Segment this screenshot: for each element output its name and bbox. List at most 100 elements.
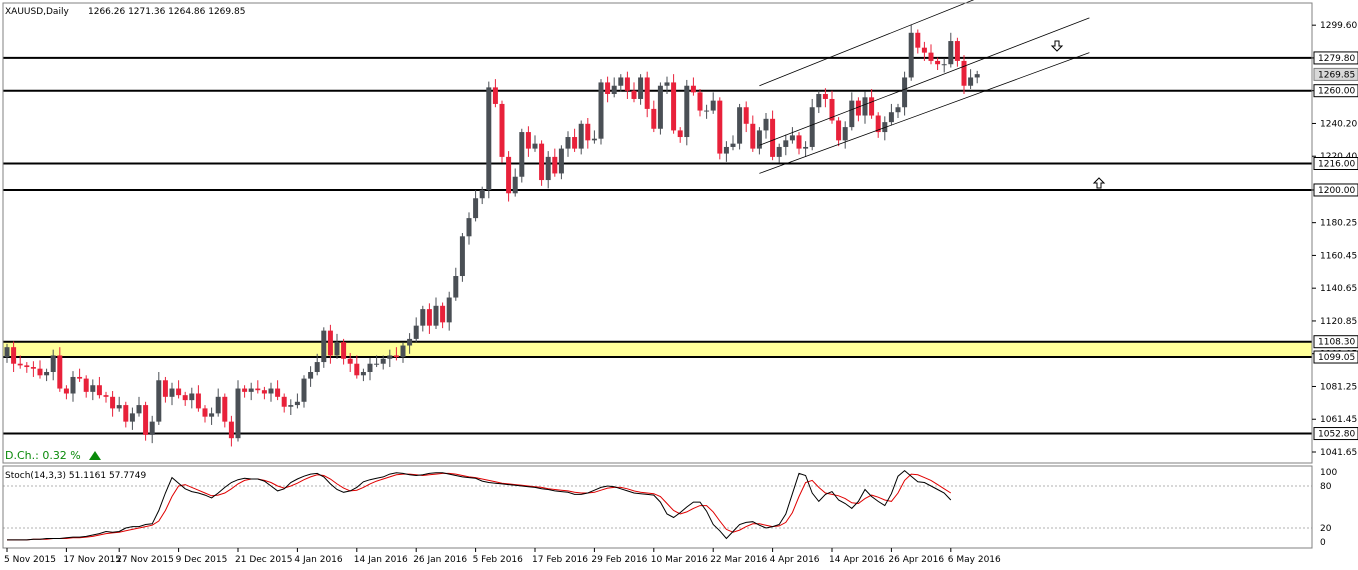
candle-body bbox=[209, 413, 215, 417]
candle-body bbox=[202, 408, 208, 417]
candle-body bbox=[928, 52, 934, 61]
channel-upper-line bbox=[759, 0, 975, 87]
candle-body bbox=[486, 87, 492, 190]
candle-body bbox=[37, 368, 43, 376]
price-tick-label: 1081.25 bbox=[1320, 382, 1357, 392]
candle-body bbox=[268, 388, 274, 394]
candle-body bbox=[407, 338, 413, 346]
level-price-label: 1279.80 bbox=[1318, 54, 1355, 64]
candle-body bbox=[116, 405, 122, 409]
x-tick-label: 17 Nov 2015 bbox=[63, 555, 121, 565]
stochastic-pane bbox=[3, 469, 1312, 541]
candle-body bbox=[374, 363, 380, 365]
up-arrow-icon bbox=[1092, 177, 1106, 189]
candle-body bbox=[908, 32, 914, 78]
candle-body bbox=[862, 97, 868, 116]
candle-body bbox=[783, 140, 789, 147]
candle-body bbox=[836, 120, 842, 141]
down-arrow-icon bbox=[1050, 40, 1064, 52]
level-price-label: 1260.00 bbox=[1318, 87, 1355, 97]
candle-body bbox=[4, 347, 10, 358]
candle-body bbox=[954, 41, 960, 61]
x-tick-label: 5 Nov 2015 bbox=[4, 555, 56, 565]
candle-body bbox=[558, 148, 564, 174]
price-tick-label: 1120.85 bbox=[1320, 317, 1357, 327]
candle-body bbox=[380, 358, 386, 364]
candle-body bbox=[525, 132, 531, 149]
price-tick-label: 1041.65 bbox=[1320, 448, 1357, 458]
candle-body bbox=[393, 355, 399, 358]
x-tick-label: 27 Nov 2015 bbox=[116, 555, 174, 565]
candle-body bbox=[44, 371, 50, 376]
x-tick-label: 26 Jan 2016 bbox=[413, 555, 467, 565]
candle-body bbox=[63, 388, 69, 394]
candle-body bbox=[816, 94, 822, 108]
candle-body bbox=[308, 371, 314, 379]
candle-body bbox=[598, 82, 604, 139]
candle-body bbox=[123, 405, 129, 422]
x-tick-label: 22 Mar 2016 bbox=[710, 555, 767, 565]
candle-body bbox=[717, 100, 723, 154]
x-tick-label: 17 Feb 2016 bbox=[532, 555, 588, 565]
candle-body bbox=[671, 82, 677, 131]
level-price-label: 1099.05 bbox=[1318, 353, 1355, 363]
candle-body bbox=[875, 115, 881, 133]
candle-body bbox=[796, 135, 802, 149]
candle-body bbox=[704, 110, 710, 112]
candle-body bbox=[255, 388, 261, 391]
chart-ohlc-values: 1266.26 1271.36 1264.86 1269.85 bbox=[88, 7, 245, 17]
candle-body bbox=[565, 137, 571, 149]
candle-body bbox=[235, 388, 241, 439]
candle-body bbox=[605, 82, 611, 95]
stochastic-pane-frame bbox=[2, 465, 1313, 549]
candle-body bbox=[492, 87, 498, 104]
price-tick-label: 1061.45 bbox=[1320, 415, 1357, 425]
candle-body bbox=[519, 132, 525, 177]
candle-body bbox=[585, 123, 591, 141]
x-tick-label: 14 Apr 2016 bbox=[829, 555, 885, 565]
candle-body bbox=[591, 138, 597, 141]
candle-body bbox=[552, 156, 558, 174]
candle-body bbox=[215, 396, 221, 414]
candle-body bbox=[294, 401, 300, 406]
level-price-box bbox=[1313, 183, 1358, 197]
price-tick-label: 1160.45 bbox=[1320, 251, 1357, 261]
level-price-box bbox=[1313, 84, 1358, 98]
candle-body bbox=[275, 388, 281, 397]
candle-body bbox=[169, 388, 175, 397]
candle-body bbox=[506, 156, 512, 194]
x-tick-label: 4 Apr 2016 bbox=[770, 555, 820, 565]
candle-body bbox=[545, 156, 551, 181]
x-tick-label: 10 Mar 2016 bbox=[651, 555, 708, 565]
candle-body bbox=[684, 85, 690, 138]
price-tick-label: 1180.25 bbox=[1320, 219, 1357, 229]
candle-body bbox=[644, 77, 650, 109]
candle-body bbox=[17, 363, 23, 366]
x-tick-label: 4 Jan 2016 bbox=[294, 555, 342, 565]
candle-body bbox=[341, 342, 347, 359]
candle-body bbox=[512, 176, 518, 194]
candle-body bbox=[723, 146, 729, 154]
channel-middle-line bbox=[759, 17, 1090, 146]
level-price-box bbox=[1313, 350, 1358, 364]
candle-body bbox=[367, 363, 373, 372]
candle-body bbox=[50, 355, 56, 372]
candle-body bbox=[222, 396, 228, 422]
candle-body bbox=[948, 41, 954, 65]
candle-body bbox=[888, 112, 894, 123]
candle-body bbox=[143, 405, 149, 435]
candle-body bbox=[446, 297, 452, 323]
price-tick-label: 1240.20 bbox=[1320, 119, 1357, 129]
candle-body bbox=[822, 94, 828, 99]
level-price-box bbox=[1313, 335, 1358, 349]
support-zone bbox=[3, 341, 1312, 358]
x-tick-label: 26 Apr 2016 bbox=[888, 555, 944, 565]
x-tick-label: 5 Feb 2016 bbox=[473, 555, 524, 565]
chart-symbol-title: XAUUSD,Daily bbox=[5, 7, 69, 17]
candle-body bbox=[195, 393, 201, 409]
candle-body bbox=[57, 355, 63, 389]
daily-change-up-icon bbox=[89, 451, 101, 460]
candle-body bbox=[473, 198, 479, 219]
candle-body bbox=[354, 363, 360, 376]
candle-body bbox=[314, 362, 320, 372]
